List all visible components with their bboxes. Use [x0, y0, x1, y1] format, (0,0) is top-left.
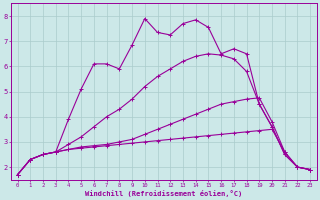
- X-axis label: Windchill (Refroidissement éolien,°C): Windchill (Refroidissement éolien,°C): [85, 190, 243, 197]
